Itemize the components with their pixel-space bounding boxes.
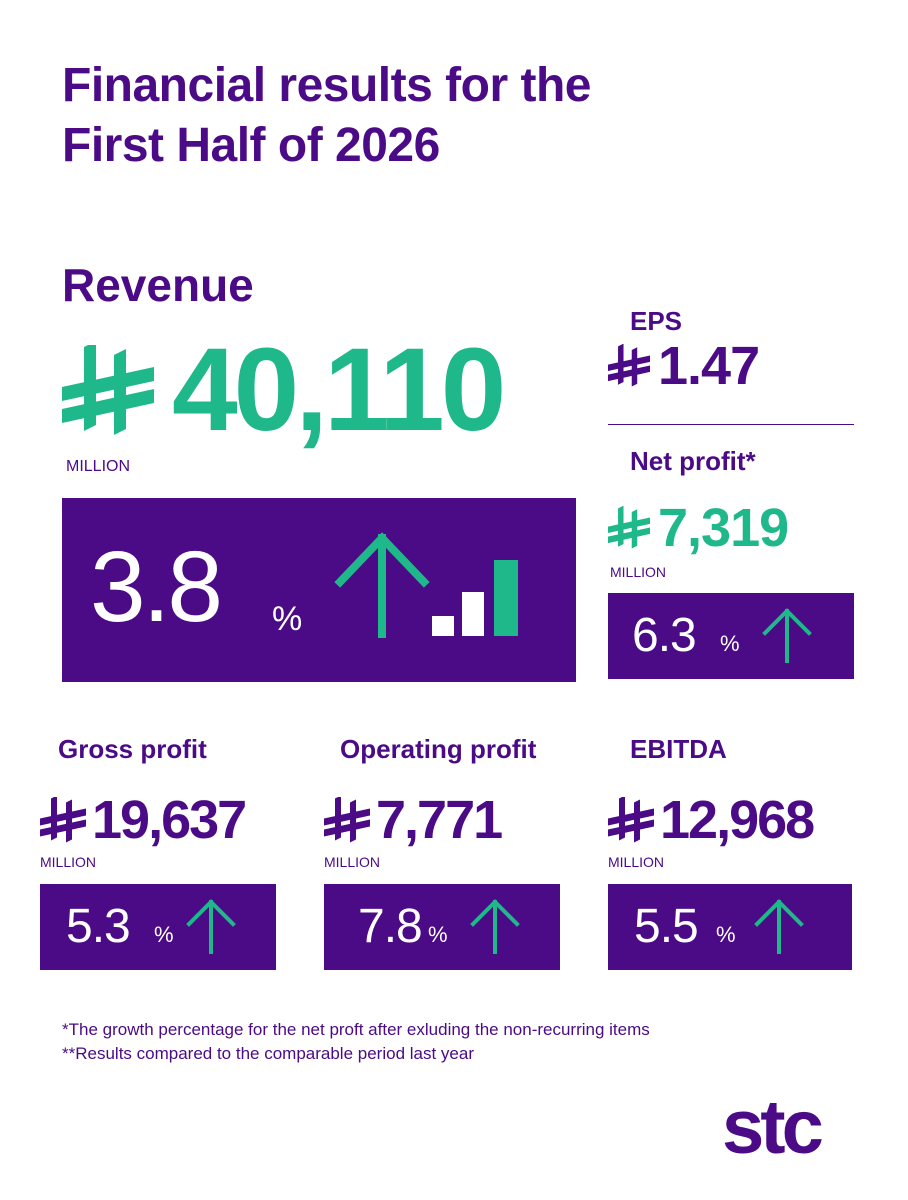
net-profit-value: 7,319 <box>658 498 789 558</box>
stc-logo: stc <box>722 1085 824 1170</box>
ebitda-value-row: 12,968 <box>608 790 815 850</box>
revenue-unit: MILLION <box>66 458 131 475</box>
arrow-up-icon <box>470 899 520 954</box>
net-profit-unit: MILLION <box>610 564 667 580</box>
page-title: Financial results for the First Half of … <box>62 56 591 176</box>
operating-profit-value-row: 7,771 <box>324 790 503 850</box>
net-profit-growth-percent-sign: % <box>720 631 740 656</box>
operating-profit-growth-box: 7.8 % <box>324 884 560 970</box>
revenue-value-row: 40,110 <box>62 324 506 456</box>
gross-profit-growth-value: 5.3 <box>66 900 131 953</box>
ebitda-unit: MILLION <box>608 854 665 870</box>
title-line-2: First Half of 2026 <box>62 119 440 172</box>
ebitda-growth-box: 5.5 % <box>608 884 852 970</box>
ebitda-label: EBITDA <box>630 734 727 764</box>
riyal-currency-icon <box>608 797 654 843</box>
gross-profit-growth-percent-sign: % <box>154 922 174 947</box>
riyal-currency-icon <box>62 345 154 435</box>
eps-label: EPS <box>630 306 683 336</box>
footnote-1: *The growth percentage for the net proft… <box>62 1020 650 1039</box>
divider <box>608 424 854 425</box>
revenue-growth-value: 3.8 <box>90 531 223 643</box>
revenue-growth-box: 3.8 % <box>62 498 576 682</box>
eps-value-row: 1.47 <box>608 336 760 396</box>
ebitda-value: 12,968 <box>660 790 815 850</box>
riyal-currency-icon <box>608 506 650 549</box>
net-profit-value-row: 7,319 <box>608 498 789 558</box>
footnote-2: **Results compared to the comparable per… <box>62 1044 474 1063</box>
revenue-value: 40,110 <box>172 324 506 456</box>
operating-profit-growth-value: 7.8 <box>358 900 423 953</box>
riyal-currency-icon <box>40 797 86 843</box>
operating-profit-value: 7,771 <box>376 790 503 850</box>
net-profit-label: Net profit* <box>630 446 756 476</box>
riyal-currency-icon <box>608 344 650 387</box>
arrow-up-icon <box>754 899 804 954</box>
footnotes: *The growth percentage for the net proft… <box>62 1018 650 1066</box>
gross-profit-value-row: 19,637 <box>40 790 247 850</box>
arrow-up-icon <box>762 608 812 663</box>
operating-profit-growth-percent-sign: % <box>428 922 448 947</box>
operating-profit-label: Operating profit <box>340 734 537 764</box>
eps-value: 1.47 <box>658 336 760 396</box>
net-profit-growth-box: 6.3 % <box>608 593 854 679</box>
arrow-up-icon <box>334 532 430 638</box>
operating-profit-unit: MILLION <box>324 854 381 870</box>
gross-profit-unit: MILLION <box>40 854 97 870</box>
arrow-up-icon <box>186 899 236 954</box>
gross-profit-label: Gross profit <box>58 734 207 764</box>
revenue-growth-percent-sign: % <box>272 600 303 638</box>
net-profit-growth-value: 6.3 <box>632 609 697 662</box>
ebitda-growth-percent-sign: % <box>716 922 736 947</box>
title-line-1: Financial results for the <box>62 59 591 112</box>
riyal-currency-icon <box>324 797 370 843</box>
revenue-label: Revenue <box>62 259 254 311</box>
gross-profit-value: 19,637 <box>92 790 247 850</box>
bar-chart-icon <box>432 560 518 636</box>
gross-profit-growth-box: 5.3 % <box>40 884 276 970</box>
ebitda-growth-value: 5.5 <box>634 900 699 953</box>
